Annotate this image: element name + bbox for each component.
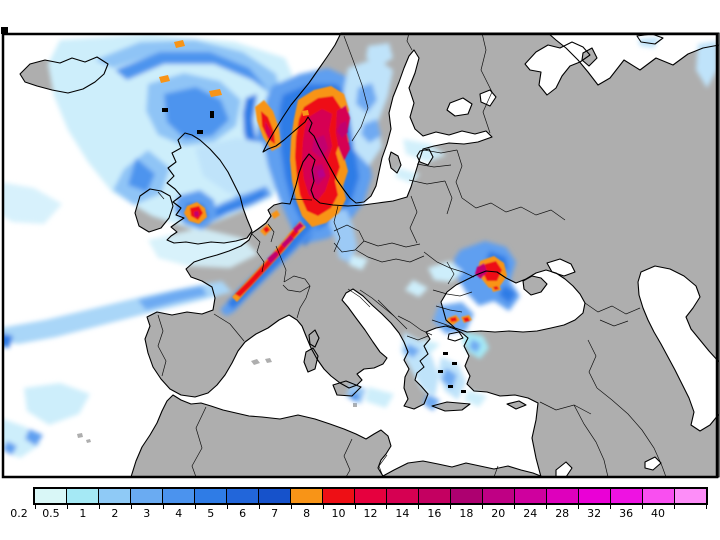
frame-corner-mark: [1, 27, 8, 34]
map-frame: [1, 32, 719, 479]
precipitation-overlay: [4, 35, 717, 458]
small-islands: [162, 108, 466, 393]
precip-specks: [159, 40, 309, 116]
country-borders: [157, 32, 667, 478]
